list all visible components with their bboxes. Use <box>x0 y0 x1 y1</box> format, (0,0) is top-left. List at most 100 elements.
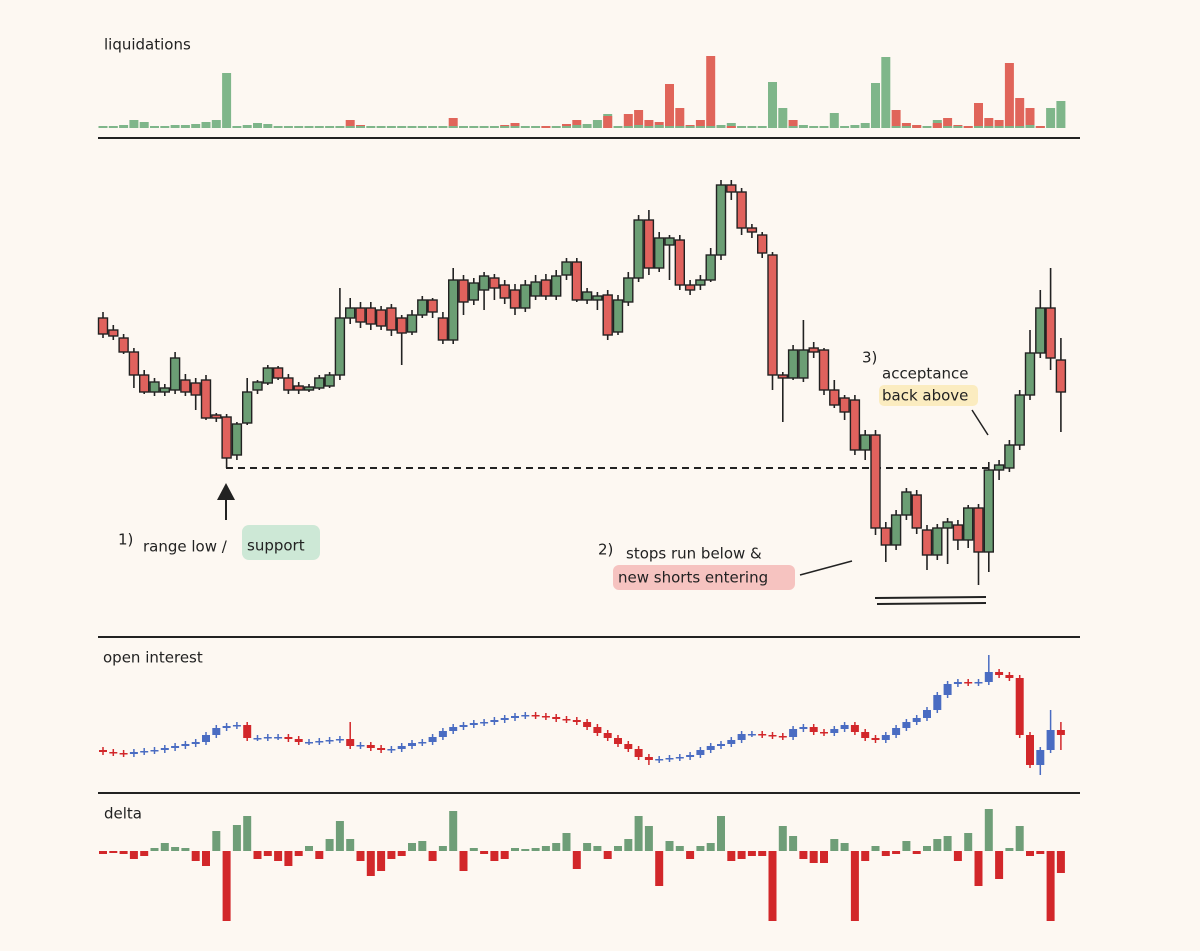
liquidation-bar <box>304 126 314 128</box>
candle-body <box>345 307 356 319</box>
candle-body <box>190 382 201 396</box>
liquidation-bar <box>1004 126 1014 128</box>
delta-bar <box>418 841 427 851</box>
liquidation-bar <box>1015 98 1025 128</box>
delta-bar <box>1036 851 1045 854</box>
liquidation-bar <box>881 57 891 128</box>
underline <box>876 602 987 605</box>
delta-bar <box>840 843 849 851</box>
liquidation-bar <box>901 126 911 128</box>
candle-body <box>427 299 438 313</box>
liquidation-bar <box>932 123 942 128</box>
liquidation-bar <box>891 126 901 128</box>
candle-body <box>396 317 407 334</box>
candle-body <box>818 349 830 391</box>
liquidation-bar <box>788 120 798 128</box>
delta-bar <box>953 851 962 861</box>
pointer <box>799 560 853 576</box>
liquidation-bar <box>366 126 376 128</box>
delta-bar <box>480 851 489 854</box>
delta-bar <box>861 851 870 861</box>
liquidation-bar <box>912 125 922 128</box>
candle-body <box>324 374 335 387</box>
liquidation-bar <box>438 126 448 128</box>
candle-body <box>932 527 943 556</box>
candle-body <box>684 284 696 291</box>
candle-body <box>489 277 500 289</box>
candle-body <box>849 399 861 451</box>
candle-body <box>241 391 253 424</box>
candle-body <box>737 734 746 740</box>
liquidation-bar <box>242 125 252 128</box>
candle-body <box>417 299 428 316</box>
candle-body <box>356 745 365 747</box>
candle-body <box>499 284 510 299</box>
liquidation-bar <box>520 126 530 128</box>
liquidation-bar <box>778 108 788 128</box>
delta-bar <box>274 851 283 861</box>
delta-bar <box>521 849 530 851</box>
candle-body <box>119 753 128 755</box>
candle-body <box>97 317 109 335</box>
liquidation-bar <box>943 118 953 128</box>
panel-title: delta <box>104 805 142 823</box>
delta-bar <box>469 848 478 851</box>
candle-body <box>252 381 263 391</box>
candle-body <box>222 726 231 728</box>
liquidation-bar <box>798 125 808 128</box>
candle-body <box>1036 750 1045 765</box>
candle-body <box>861 732 870 738</box>
candle-body <box>303 386 315 391</box>
delta-bar <box>191 851 200 861</box>
candle-body <box>686 755 695 757</box>
candle-body <box>212 728 221 735</box>
delta-bar <box>397 851 406 856</box>
delta-bar <box>490 851 499 861</box>
candle-body <box>665 758 674 760</box>
delta-bar <box>850 851 859 921</box>
candle-body <box>964 682 973 684</box>
candle-body <box>1046 730 1055 750</box>
candle-body <box>243 725 252 738</box>
delta-bar <box>150 848 159 851</box>
liquidation-bar <box>706 126 716 128</box>
liquidation-bar <box>582 124 592 128</box>
candle-body <box>253 738 262 740</box>
delta-bar <box>644 826 653 851</box>
candle-body <box>428 737 437 742</box>
liquidation-bar <box>119 125 129 128</box>
annotation-text: acceptance <box>882 365 969 383</box>
candle-body <box>644 757 653 760</box>
liquidation-bar <box>623 114 633 128</box>
candle-body <box>933 695 942 710</box>
delta-bar <box>541 846 550 851</box>
candle-body <box>572 720 581 722</box>
delta-bar <box>263 851 272 856</box>
candle-body <box>829 389 840 406</box>
delta-bar <box>583 843 592 851</box>
liquidation-bar <box>1004 63 1014 128</box>
delta-bar <box>892 851 901 854</box>
delta-bar <box>747 851 756 856</box>
liquidation-bar <box>716 125 726 128</box>
liquidation-bar <box>994 120 1004 128</box>
candle-body <box>1026 735 1034 765</box>
candle-body <box>551 275 562 297</box>
candle-body <box>881 735 890 740</box>
candle-body <box>293 385 304 391</box>
liquidation-bar <box>840 126 850 128</box>
delta-bar <box>119 851 128 854</box>
candle-body <box>839 397 850 413</box>
candle-body <box>1045 307 1056 359</box>
delta-bar <box>665 841 674 851</box>
candle-body <box>974 682 983 684</box>
candle-body <box>612 299 624 333</box>
candle-body <box>387 749 396 751</box>
annotation-marker: 3) <box>862 349 877 367</box>
delta-bar <box>912 851 921 854</box>
candle-body <box>799 727 808 729</box>
candle-body <box>540 279 552 297</box>
delta-bar <box>964 833 973 851</box>
liquidation-bar <box>809 126 819 128</box>
liquidation-bar <box>345 120 355 128</box>
